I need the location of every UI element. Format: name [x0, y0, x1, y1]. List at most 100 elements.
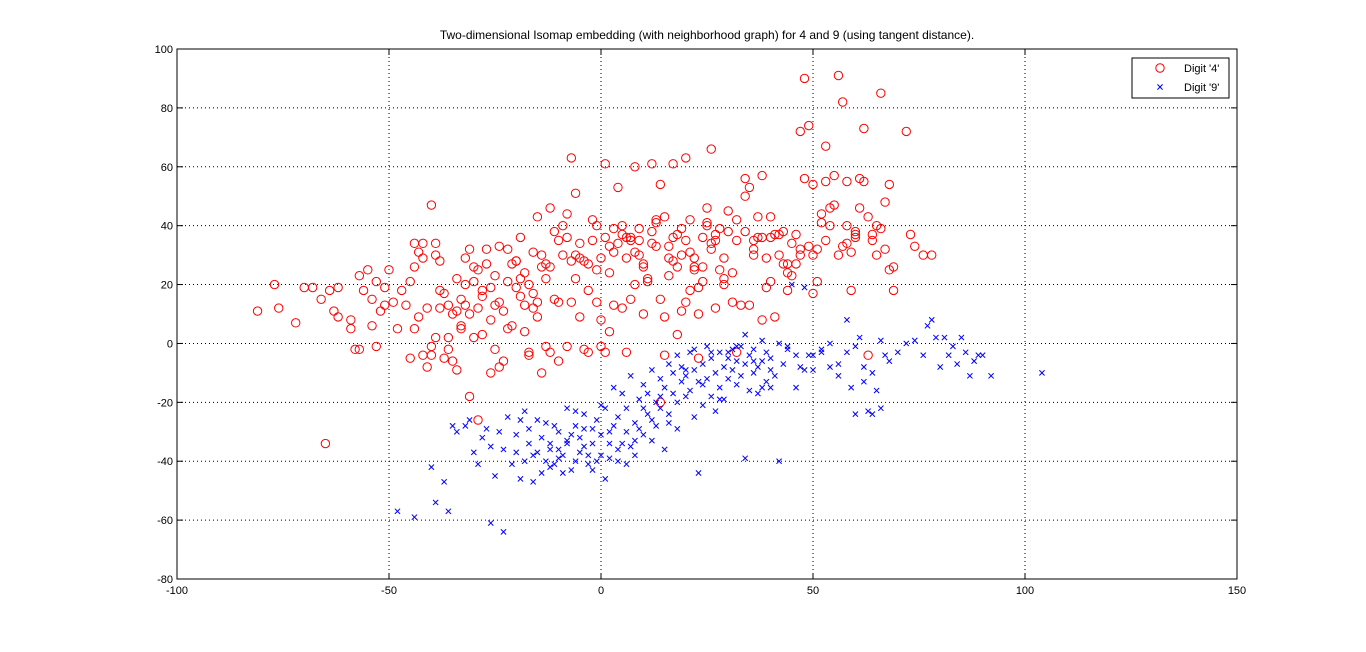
digit-4-point — [880, 244, 890, 254]
digit-9-point — [509, 461, 515, 468]
x-tick-label: 100 — [1016, 585, 1034, 597]
digit-4-point — [592, 265, 602, 275]
digit-9-point — [784, 343, 791, 350]
digit-4-point — [651, 241, 661, 251]
digit-4-point — [536, 368, 547, 378]
digit-9-point — [547, 446, 554, 453]
digit-4-point — [825, 220, 835, 231]
digit-4-point — [795, 250, 805, 260]
digit-4-point — [562, 209, 572, 219]
digit-9-point — [496, 428, 503, 435]
digit-9-point — [903, 340, 910, 347]
y-tick-label: 20 — [161, 280, 173, 292]
y-tick-label: -20 — [157, 397, 173, 409]
digit-4-point — [439, 353, 449, 363]
digit-4-point — [460, 279, 471, 290]
digit-4-point — [761, 253, 772, 263]
digit-9-point — [623, 461, 630, 468]
digit-9-point — [547, 464, 554, 471]
digit-4-point — [787, 238, 797, 249]
digit-9-point — [445, 508, 452, 515]
digit-9-point — [721, 364, 727, 370]
digit-4-point — [829, 200, 839, 210]
digit-4-point — [651, 218, 661, 228]
digit-4-point — [553, 297, 564, 307]
digit-9-point — [797, 364, 804, 370]
chart-title: Two-dimensional Isomap embedding (with n… — [440, 28, 974, 42]
y-tick-label: 60 — [161, 162, 173, 174]
digit-4-point — [481, 244, 492, 254]
digit-4-point — [503, 276, 513, 287]
digit-4-point — [486, 282, 496, 293]
digit-4-point — [609, 247, 619, 257]
digit-9-point — [538, 434, 545, 441]
digit-4-point — [757, 315, 767, 325]
digit-9-point — [894, 349, 901, 356]
digit-4-point — [456, 321, 466, 331]
digit-9-point — [547, 440, 554, 447]
y-tick-label: 0 — [167, 338, 173, 350]
digit-9-point — [627, 372, 634, 379]
digit-9-point — [682, 372, 689, 379]
digit-4-point — [846, 285, 856, 296]
digit-4-point — [791, 229, 801, 240]
digit-4-point — [655, 179, 666, 190]
digit-4-point — [668, 159, 678, 169]
digit-9-point — [988, 372, 995, 379]
digit-9-point — [708, 355, 715, 362]
digit-9-point — [704, 343, 710, 350]
digit-4-point — [346, 315, 356, 325]
digit-9-point — [793, 352, 799, 359]
legend-marker-digit-4 — [1155, 63, 1165, 73]
digit-4-point — [659, 212, 670, 222]
digit-4-point — [757, 170, 767, 181]
digit-9-point — [513, 431, 520, 438]
digit-4-point — [638, 262, 649, 272]
digit-9-point — [733, 358, 740, 365]
digit-9-point — [763, 378, 770, 385]
legend-box — [1131, 57, 1230, 99]
digit-4-point — [350, 344, 360, 355]
digit-4-point — [443, 344, 454, 355]
digit-9-point — [640, 431, 647, 438]
digit-9-point — [619, 390, 626, 397]
digit-9-point — [695, 378, 702, 385]
digit-9-point — [610, 422, 617, 429]
digit-4-point — [541, 341, 551, 352]
digit-9-point — [712, 369, 719, 376]
digit-9-point — [593, 417, 600, 423]
legend-items — [1155, 63, 1165, 90]
digit-9-point — [767, 366, 774, 373]
digit-4-point — [676, 306, 687, 316]
grid — [177, 49, 1237, 579]
digit-4-point — [464, 309, 475, 319]
digit-4-point — [388, 297, 398, 307]
digit-4-point — [642, 273, 653, 284]
digit-4-point — [617, 303, 627, 313]
digit-9-point — [492, 472, 498, 479]
digit-9-point — [695, 470, 702, 476]
digit-9-point — [504, 414, 511, 421]
digit-4-point — [426, 350, 437, 360]
digit-9-point — [746, 352, 753, 359]
digit-9-point — [843, 316, 850, 323]
digit-4-point — [562, 232, 572, 243]
digit-9-point — [742, 361, 749, 368]
digit-4-point — [291, 318, 301, 328]
digit-4-point — [791, 259, 801, 269]
digit-9-point — [602, 475, 609, 482]
digit-4-point — [850, 226, 861, 237]
digit-4-point — [401, 300, 411, 310]
digit-9-point — [674, 399, 681, 406]
digit-4-point — [481, 259, 492, 269]
digit-9-point — [555, 428, 562, 435]
digit-4-point — [655, 294, 666, 304]
x-tick-label: 150 — [1228, 585, 1246, 597]
digit-4-point — [333, 312, 343, 322]
digit-4-point — [494, 241, 504, 251]
digit-4-point — [867, 229, 878, 240]
digit-4-point — [804, 120, 814, 131]
digit-4-point — [409, 262, 420, 272]
digit-4-point — [812, 244, 822, 254]
digit-4-point — [850, 229, 861, 240]
